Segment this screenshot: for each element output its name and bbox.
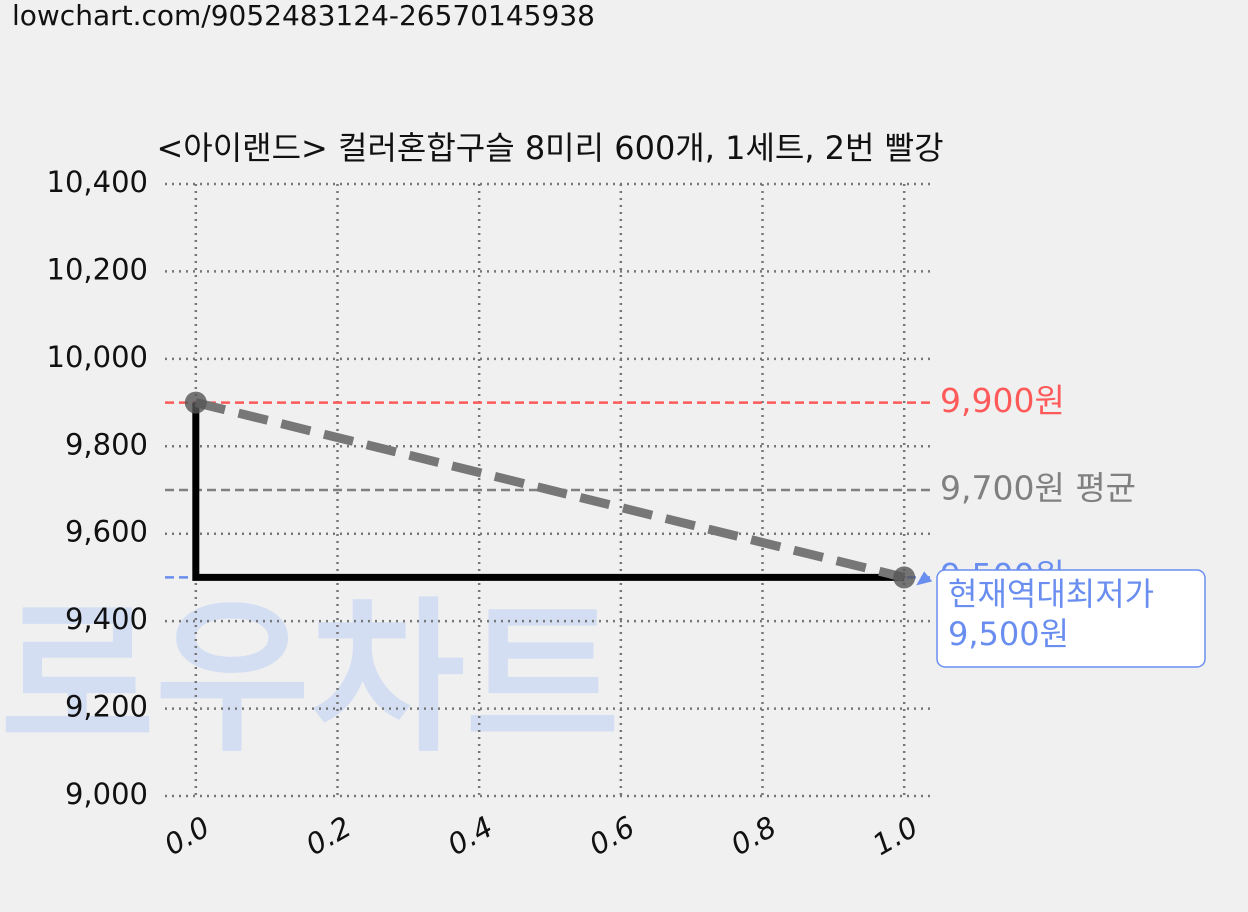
y-tick-label: 10,400 [47, 165, 148, 199]
y-tick-label: 10,000 [47, 340, 148, 374]
y-tick-label: 9,200 [65, 690, 148, 724]
y-tick-label: 9,600 [65, 515, 148, 549]
chart-title: <아이랜드> 컬러혼합구슬 8미리 600개, 1세트, 2번 빨강 [156, 129, 943, 167]
series-marker [184, 391, 207, 414]
series-line [194, 398, 906, 582]
series-line [192, 402, 905, 581]
series-marker [893, 566, 916, 589]
x-tick-label: 1.0 [867, 810, 924, 863]
annotation-text: 9,500원 [948, 615, 1069, 653]
y-tick-label: 9,000 [65, 777, 148, 811]
watermark: 로우차트 [0, 582, 620, 774]
y-tick-label: 10,200 [47, 252, 148, 286]
y-tick-label: 9,800 [65, 427, 148, 461]
x-tick-label: 0.6 [583, 810, 640, 863]
x-tick-label: 0.2 [300, 810, 357, 863]
url: lowchart.com/9052483124-26570145938 [12, 0, 595, 32]
annotation-arrow [916, 571, 933, 586]
reference-label: 9,900원 [940, 381, 1065, 420]
y-tick-label: 9,400 [65, 602, 148, 636]
x-tick-label: 0.8 [725, 810, 782, 863]
reference-label: 9,700원 평균 [940, 469, 1136, 508]
annotation-text: 현재역대최저가 [948, 575, 1154, 613]
x-tick-label: 0.0 [158, 810, 215, 863]
x-tick-label: 0.4 [442, 810, 499, 863]
annotation-box [936, 569, 1206, 668]
